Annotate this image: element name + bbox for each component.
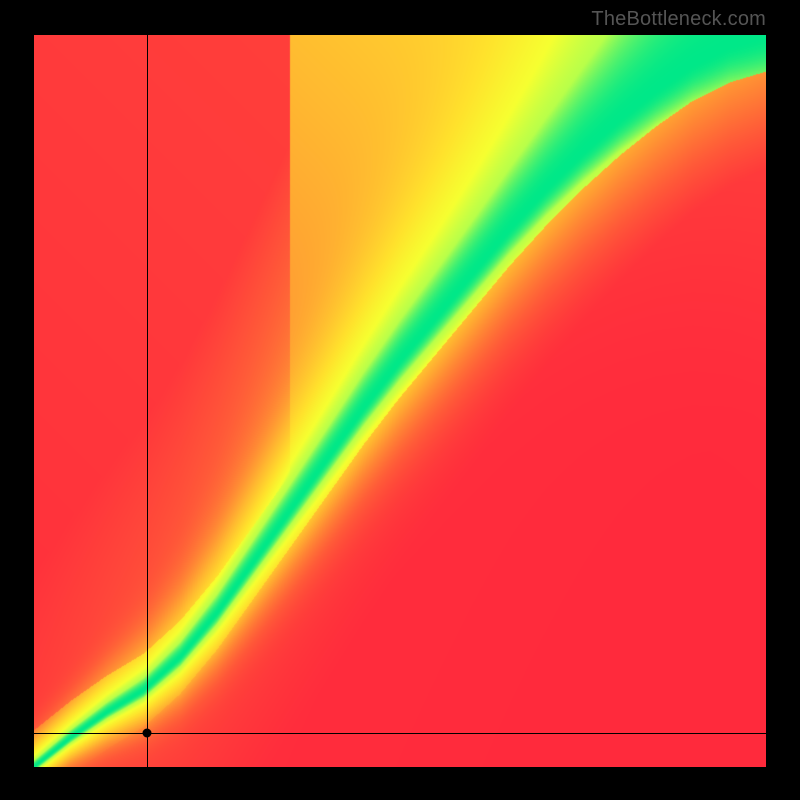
- crosshair-marker: [143, 728, 152, 737]
- crosshair-vertical: [147, 35, 148, 767]
- heatmap-canvas: [34, 35, 766, 767]
- watermark-text: TheBottleneck.com: [591, 8, 766, 31]
- heatmap-plot: [34, 35, 766, 767]
